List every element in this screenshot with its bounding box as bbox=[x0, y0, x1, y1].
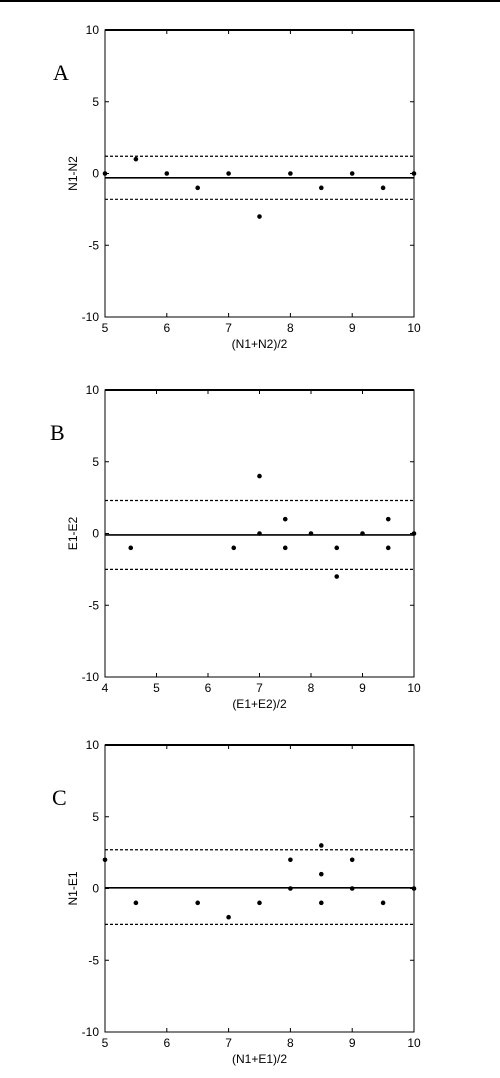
x-tick-label: 6 bbox=[163, 1036, 170, 1050]
panel-b: 4 5 6 7 8 9 10 -10 -5 0 5 10 (E1+E2)/2 E1-E2 B bbox=[50, 383, 421, 711]
x-tick-label: 10 bbox=[407, 681, 421, 695]
y-tick-label: -10 bbox=[82, 670, 100, 684]
data-point bbox=[226, 914, 231, 920]
x-tick-label: 7 bbox=[225, 1036, 232, 1050]
data-point bbox=[257, 473, 262, 479]
data-point bbox=[288, 171, 293, 176]
x-tick-label: 8 bbox=[287, 1036, 294, 1050]
x-tick-label: 8 bbox=[308, 681, 315, 695]
x-tick-label: 6 bbox=[205, 681, 212, 695]
y-tick-label: 10 bbox=[86, 383, 100, 397]
data-point bbox=[102, 857, 108, 863]
x-tick-label: 5 bbox=[153, 681, 160, 695]
plot-frame bbox=[104, 29, 415, 318]
data-point bbox=[226, 171, 231, 176]
data-point bbox=[411, 531, 417, 536]
x-tick-label: 5 bbox=[102, 1036, 109, 1050]
data-point bbox=[319, 185, 324, 191]
y-tick-label: 0 bbox=[92, 882, 99, 896]
x-tick-label: 10 bbox=[407, 321, 421, 335]
y-tick-label: 0 bbox=[92, 527, 99, 541]
data-point bbox=[133, 156, 139, 162]
data-point bbox=[128, 545, 134, 551]
data-point bbox=[380, 185, 386, 191]
data-point bbox=[195, 900, 200, 906]
data-point bbox=[257, 531, 262, 536]
data-point bbox=[288, 886, 293, 891]
y-tick-label: -5 bbox=[88, 238, 99, 252]
x-tick-label: 8 bbox=[287, 321, 294, 335]
y-tick-label: 5 bbox=[92, 95, 99, 109]
x-tick-label: 5 bbox=[102, 321, 109, 335]
y-tick-label: 10 bbox=[86, 23, 100, 37]
x-tick-label: 9 bbox=[349, 1036, 356, 1050]
data-point bbox=[288, 857, 293, 863]
x-tick-label: 9 bbox=[349, 321, 356, 335]
data-point bbox=[380, 900, 386, 906]
x-tick-label: 4 bbox=[102, 681, 109, 695]
data-point bbox=[231, 545, 237, 551]
x-tick-label: 10 bbox=[407, 1036, 421, 1050]
data-point bbox=[195, 185, 200, 191]
data-point bbox=[349, 171, 355, 176]
panel-letter: B bbox=[50, 420, 65, 445]
data-point bbox=[102, 171, 108, 176]
data-point bbox=[319, 871, 324, 877]
y-tick-label: -5 bbox=[88, 953, 99, 967]
y-axis-label: N1-E1 bbox=[66, 871, 80, 905]
y-axis-label: E1-E2 bbox=[66, 517, 80, 551]
panel-c: 5 6 7 8 9 10 -10 -5 0 5 10 (N1+E1)/2 N1-E1 C bbox=[52, 738, 421, 1066]
y-axis-label: N1-N2 bbox=[66, 156, 80, 191]
data-point bbox=[308, 531, 314, 536]
data-point bbox=[349, 857, 355, 863]
data-point bbox=[282, 545, 288, 551]
data-point bbox=[319, 843, 324, 848]
y-tick-label: -5 bbox=[88, 598, 99, 612]
y-tick-label: 5 bbox=[92, 455, 99, 469]
x-axis-label: (E1+E2)/2 bbox=[232, 697, 287, 711]
data-point bbox=[282, 516, 288, 522]
data-point bbox=[360, 531, 365, 536]
top-rule bbox=[0, 0, 500, 2]
data-point bbox=[334, 574, 340, 579]
data-point bbox=[411, 886, 417, 891]
panel-letter: A bbox=[53, 60, 69, 85]
x-tick-label: 9 bbox=[359, 681, 366, 695]
x-tick-label: 6 bbox=[163, 321, 170, 335]
panel-a: 5 6 7 8 9 10 -10 -5 0 5 10 (N1+N2)/2 N1-N2 A bbox=[53, 23, 421, 351]
y-tick-label: -10 bbox=[82, 310, 100, 324]
y-tick-label: -10 bbox=[82, 1025, 100, 1039]
data-point bbox=[385, 516, 391, 522]
y-tick-label: 0 bbox=[92, 167, 99, 181]
data-point bbox=[257, 900, 262, 906]
y-tick-label: 5 bbox=[92, 810, 99, 824]
data-point bbox=[334, 545, 340, 551]
x-tick-label: 7 bbox=[256, 681, 263, 695]
data-point bbox=[411, 171, 417, 176]
panel-letter: C bbox=[52, 785, 67, 810]
data-point bbox=[385, 545, 391, 551]
x-tick-label: 7 bbox=[225, 321, 232, 335]
x-axis-label: (N1+N2)/2 bbox=[232, 337, 288, 351]
x-axis-label: (N1+E1)/2 bbox=[232, 1052, 287, 1066]
data-point bbox=[164, 171, 170, 176]
y-tick-label: 10 bbox=[86, 738, 100, 752]
data-point bbox=[319, 900, 324, 906]
data-point bbox=[133, 900, 139, 906]
data-point bbox=[257, 214, 262, 219]
data-point bbox=[349, 886, 355, 891]
